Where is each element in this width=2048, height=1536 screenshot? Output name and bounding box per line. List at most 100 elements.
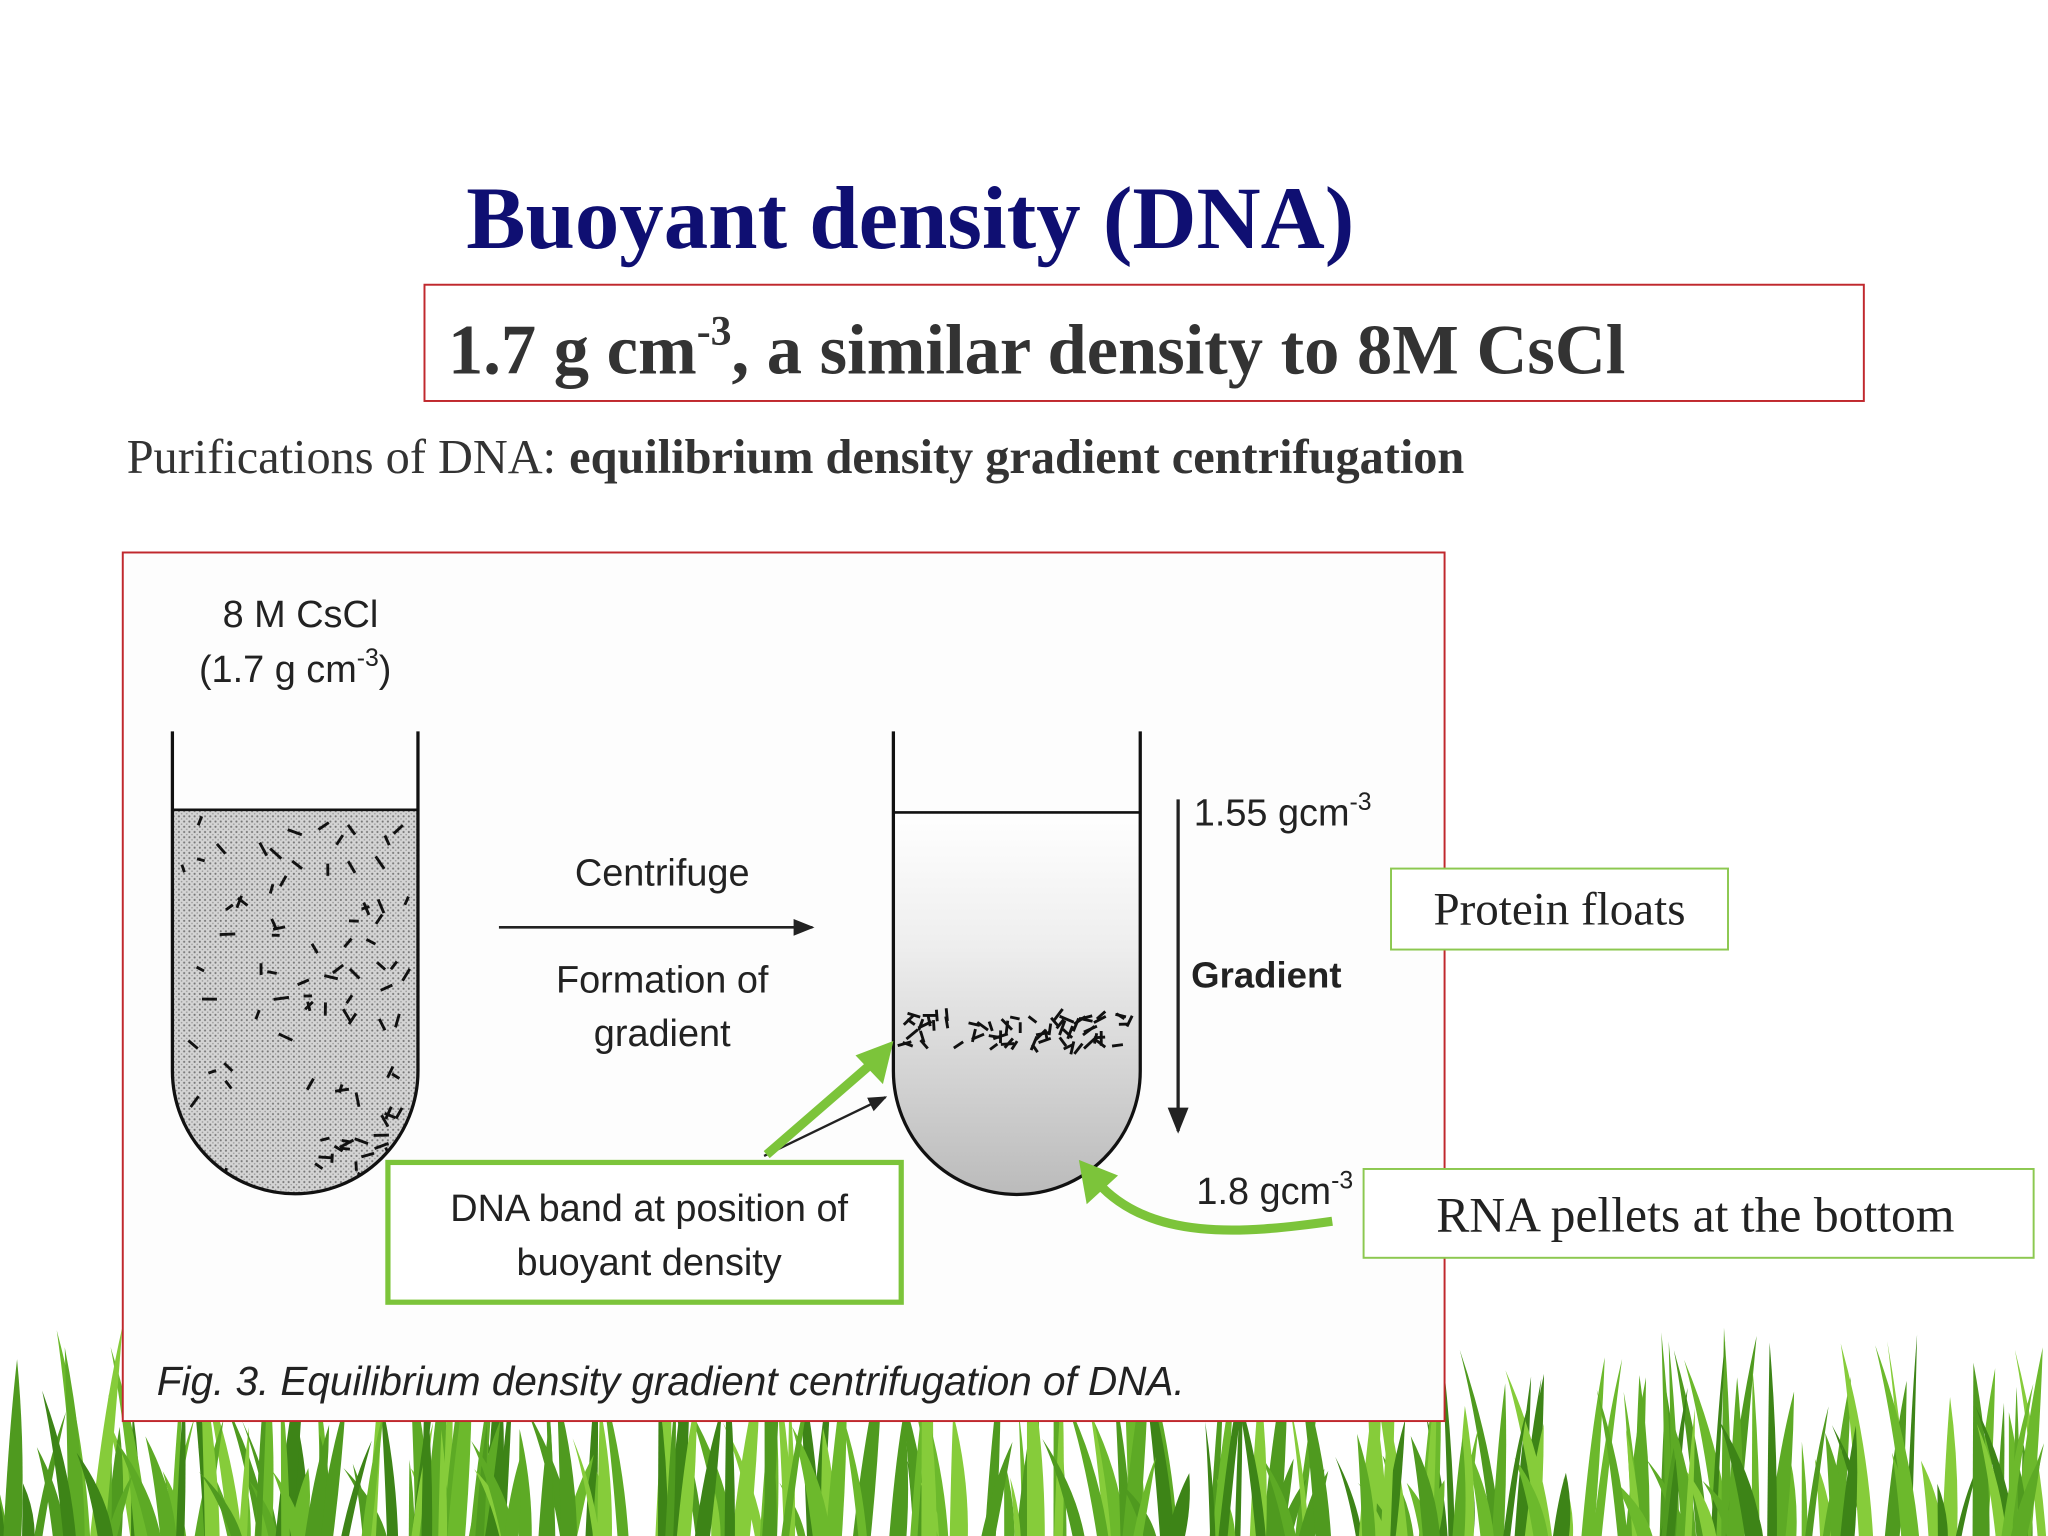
grass-blade <box>1937 1483 1948 1536</box>
grass-blade <box>1942 1396 1958 1536</box>
dna-fragment <box>267 970 278 975</box>
dna-fragment <box>343 937 353 948</box>
dna-fragment <box>268 883 275 894</box>
dna-fragment <box>219 932 236 937</box>
dna-fragment <box>1052 1008 1064 1023</box>
left-tube <box>170 731 420 1196</box>
grass-blade <box>1581 1357 1605 1536</box>
dna-fragment <box>1004 1020 1010 1035</box>
grass-blade <box>1205 1421 1216 1536</box>
tube-density: (1.7 g cm-3) <box>199 645 391 691</box>
dna-fragment <box>1095 1010 1107 1020</box>
grass-blade <box>305 1424 330 1536</box>
dna-fragment <box>1059 1014 1075 1024</box>
dna-fragment <box>988 1034 1000 1039</box>
grass-blade <box>1042 1438 1085 1536</box>
arrow-bottom-label-2: gradient <box>594 1013 731 1055</box>
dna-fragment <box>906 1018 916 1026</box>
dna-fragment <box>905 1028 919 1041</box>
gradient-label: Gradient <box>1191 954 1341 995</box>
dna-fragment <box>258 842 268 857</box>
dna-fragment <box>383 834 391 846</box>
dna-fragment <box>365 938 377 946</box>
grass-blade <box>518 1428 532 1536</box>
dna-fragment <box>384 1111 397 1120</box>
grass-blade <box>42 1390 76 1536</box>
grass-blade <box>1091 1415 1127 1536</box>
grass-blade <box>0 1502 5 1536</box>
dna-fragment <box>968 1021 981 1027</box>
dna-fragment <box>305 1077 315 1091</box>
dna-fragment <box>333 1144 344 1153</box>
grass-blade <box>722 1422 765 1536</box>
band-label-1: DNA band at position of <box>450 1188 848 1230</box>
dna-fragment <box>273 995 290 1001</box>
dna-fragment <box>291 859 303 870</box>
dna-fragment <box>1000 1042 1015 1046</box>
dna-fragment <box>976 1021 989 1032</box>
grass-blade <box>1259 1453 1296 1536</box>
grass-blade <box>1875 1345 1920 1536</box>
grass-blade <box>504 1459 521 1536</box>
grass-blade <box>1840 1425 1858 1536</box>
grass-blade <box>106 1474 133 1536</box>
grass-blade <box>1410 1435 1440 1536</box>
grass-blade <box>1514 1457 1549 1536</box>
band-green-arrowhead <box>855 1040 894 1085</box>
grass-blade <box>199 1471 242 1536</box>
dna-fragment <box>348 967 361 980</box>
grass-blade <box>1976 1423 2007 1536</box>
dna-fragment <box>314 1162 324 1170</box>
dna-fragment <box>278 1032 293 1042</box>
rna-callout-box <box>1362 1168 2035 1259</box>
dna-fragment <box>380 1114 390 1128</box>
dna-fragment <box>374 855 386 870</box>
dna-fragment <box>377 1018 387 1031</box>
grass-blade <box>1553 1472 1571 1536</box>
dna-fragment <box>361 905 370 911</box>
dna-fragment <box>340 1146 351 1151</box>
grass-blade <box>438 1429 448 1536</box>
grass-blade <box>1465 1442 1494 1536</box>
grass-blade <box>22 1483 35 1536</box>
grass-blade <box>1357 1433 1376 1536</box>
dna-fragment <box>1058 1020 1067 1036</box>
grass-blade <box>76 1452 114 1536</box>
arrow-bottom-label-1: Formation of <box>556 960 769 1002</box>
dna-fragment <box>971 1032 985 1041</box>
dna-fragment <box>1093 1015 1107 1024</box>
grass-blade <box>597 1405 612 1536</box>
grass-blade <box>1801 1441 1808 1536</box>
dna-fragment <box>360 1151 375 1159</box>
dna-fragment <box>189 1095 200 1108</box>
left-tube-dna <box>178 815 411 1182</box>
grass-blade <box>1767 1342 1777 1536</box>
grass-blade <box>1004 1459 1015 1536</box>
grass-blade <box>272 1471 304 1536</box>
grass-blade <box>556 1390 578 1536</box>
dna-fragment <box>310 943 319 954</box>
dna-fragment <box>320 1136 330 1142</box>
right-tube <box>891 731 1142 1197</box>
grass-blade <box>1710 1340 1726 1536</box>
protein-callout: Protein floats <box>1433 884 1685 936</box>
dna-fragment <box>944 1016 950 1029</box>
grass-blade <box>1684 1359 1731 1536</box>
tube-density-sup: -3 <box>357 645 379 672</box>
grass-blade <box>665 1391 677 1536</box>
grass-blade <box>949 1413 968 1536</box>
dna-fragment <box>374 1141 390 1150</box>
grass-blade <box>471 1440 516 1536</box>
grass-blade <box>792 1426 831 1536</box>
grass-blade <box>1975 1406 2017 1536</box>
grass-blade <box>341 1440 372 1536</box>
dna-fragment <box>318 1155 334 1160</box>
dna-fragment <box>391 1072 401 1080</box>
dna-fragment <box>346 860 357 874</box>
dna-fragment <box>224 1079 233 1090</box>
grass-blade <box>64 1347 85 1536</box>
dna-fragment <box>196 815 204 826</box>
grass-blade <box>1166 1473 1190 1536</box>
band-label-2: buoyant density <box>517 1242 782 1284</box>
